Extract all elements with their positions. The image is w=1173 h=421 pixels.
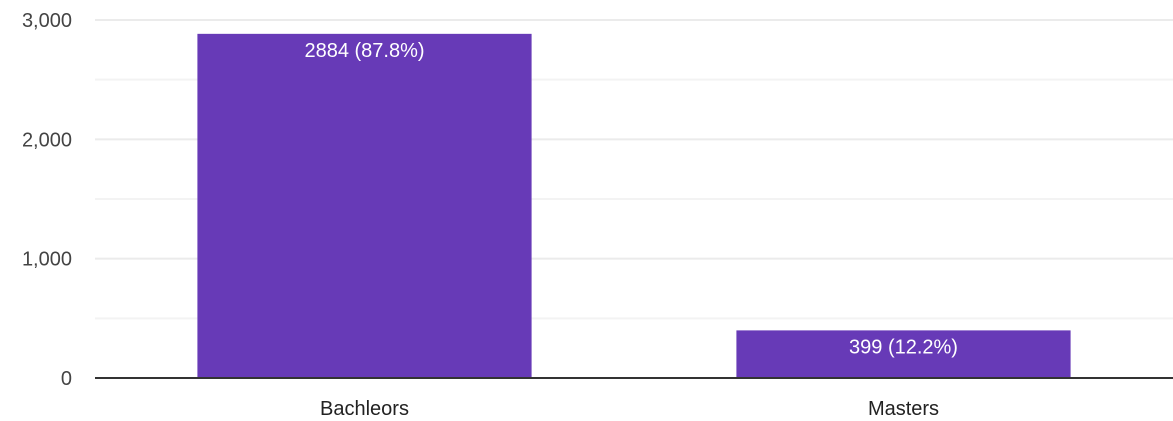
bar-masters [736, 330, 1071, 378]
y-axis-tick-labels: 0 1,000 2,000 3,000 [22, 10, 72, 390]
y-tick-label: 0 [61, 368, 72, 390]
bar-data-labels: 2884 (87.8%) 399 (12.2%) [304, 40, 958, 359]
bars [197, 33, 1071, 379]
x-category-label: Bachleors [320, 398, 409, 420]
x-category-label: Masters [868, 398, 939, 420]
bar-bachleors [197, 33, 532, 379]
y-tick-label: 1,000 [22, 249, 72, 271]
y-tick-label: 2,000 [22, 129, 72, 151]
data-label-masters: 399 (12.2%) [849, 336, 958, 358]
y-tick-label: 3,000 [22, 10, 72, 32]
data-label-bachleors: 2884 (87.8%) [304, 40, 424, 62]
x-axis-category-labels: Bachleors Masters [320, 398, 939, 420]
